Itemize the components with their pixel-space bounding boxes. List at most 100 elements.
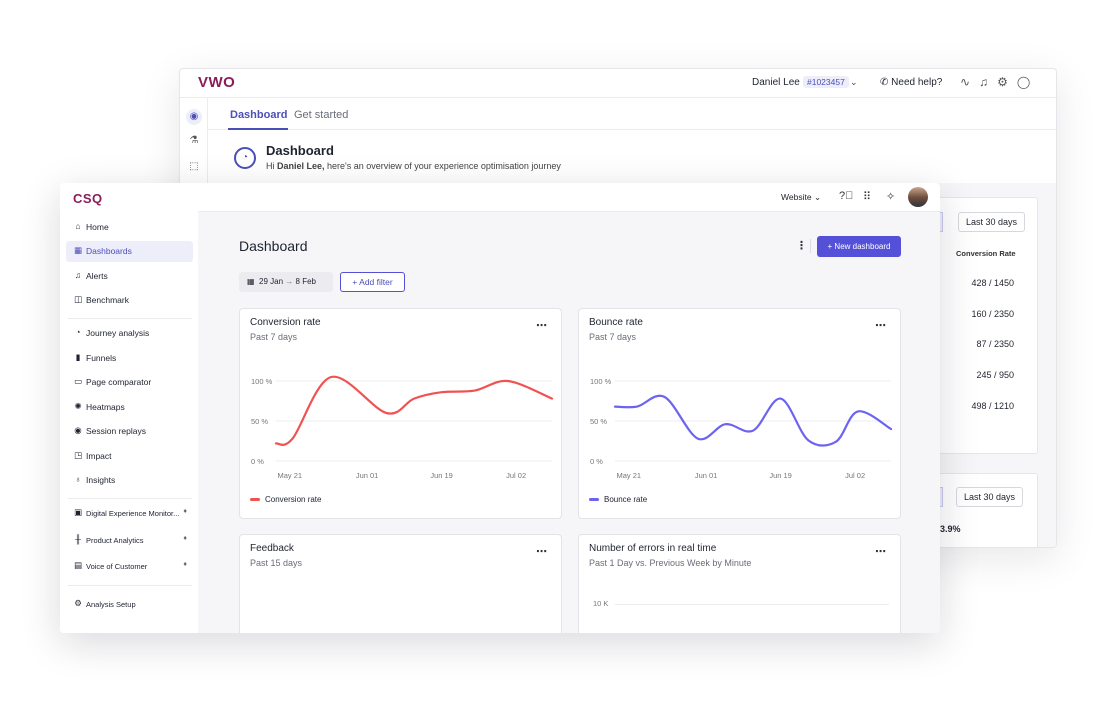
errors-card: Number of errors in real time Past 1 Day… — [578, 534, 901, 633]
apps-grid-icon[interactable]: ⠿ — [863, 191, 872, 203]
series-line — [274, 375, 554, 446]
activity-icon[interactable]: ∿ — [960, 75, 980, 89]
card-more-icon[interactable]: ⋯ — [536, 546, 547, 558]
chevron-down-icon[interactable]: ⌄ — [850, 77, 858, 87]
sidebar-item-benchmark[interactable]: ◫ Benchmark — [66, 290, 193, 311]
card-more-icon[interactable]: ⋯ — [875, 320, 886, 332]
page-title: Dashboard — [239, 238, 308, 254]
table-cell: 160 / 2350 — [971, 309, 1014, 319]
avatar[interactable] — [908, 187, 928, 207]
sidebar-item-product-analytics[interactable]: ╫ Product Analytics ♦ — [66, 530, 193, 551]
puzzle-icon[interactable]: ✧ — [886, 191, 896, 203]
sidebar-item-label: Alerts — [86, 271, 108, 281]
sidebar-item-home[interactable]: ⌂ Home — [66, 217, 193, 238]
website-selector[interactable]: Website ⌄ — [781, 192, 821, 203]
sidebar-divider — [68, 498, 192, 499]
dem-icon: ▣ — [73, 507, 83, 517]
sidebar-item-label: Dashboards — [86, 246, 132, 256]
premium-gem-icon: ♦ — [183, 508, 187, 515]
legend-swatch — [250, 498, 260, 502]
sidebar-item-dashboards[interactable]: ▦ Dashboards — [66, 241, 193, 262]
add-filter-button[interactable]: + Add filter — [340, 272, 405, 292]
card-more-icon[interactable]: ⋯ — [536, 320, 547, 332]
csq-sidebar: ⌂ Home ▦ Dashboards ♫ Alerts ◫ Benchmark ◔ Jo… — [60, 212, 198, 633]
card-more-icon[interactable]: ⋯ — [875, 546, 886, 558]
sidebar-item-label: Funnels — [86, 353, 117, 363]
sidebar-item-journey-analysis[interactable]: ◔ Journey analysis — [66, 323, 193, 344]
sidebar-item-analysis-setup[interactable]: ⚙ Analysis Setup — [66, 594, 193, 615]
sidebar-item-voice-of-customer[interactable]: ▤ Voice of Customer ♦ — [66, 556, 193, 577]
sidebar-item-label: Digital Experience Monitor... — [86, 509, 180, 518]
date-range-picker[interactable]: ▦ 29 Jan → 8 Feb — [239, 272, 333, 292]
x-tick-label: Jun 19 — [769, 471, 792, 480]
summary-percent: 3.9% — [940, 524, 961, 534]
table-cell: 498 / 1210 — [971, 401, 1014, 411]
dashboards-icon: ▦ — [73, 245, 83, 255]
sidebar-item-label: Session replays — [86, 426, 147, 436]
y-tick-label: 100 % — [590, 377, 612, 386]
y-tick-label: 0 % — [251, 457, 264, 466]
csq-logo[interactable]: CSQ — [73, 191, 103, 206]
range2-last-30-days[interactable]: Last 30 days — [956, 487, 1024, 507]
date-from: 29 Jan — [259, 277, 284, 286]
voc-icon: ▤ — [73, 560, 83, 570]
vwo-header: VWO Daniel Lee #1023457 ⌄ ✆ Need help? ∿… — [180, 69, 1056, 98]
sidebar-item-impact[interactable]: ◳ Impact — [66, 446, 193, 467]
gear-icon[interactable]: ⚙ — [997, 75, 1017, 89]
need-help-link[interactable]: ✆ Need help? — [880, 77, 943, 88]
sidebar-item-label: Analysis Setup — [86, 600, 136, 609]
sidebar-item-funnels[interactable]: ▮ Funnels — [66, 348, 193, 369]
benchmark-icon: ◫ — [73, 294, 83, 304]
premium-gem-icon: ♦ — [183, 561, 187, 568]
series-line — [613, 394, 893, 447]
y-tick-label: 50 % — [590, 417, 607, 426]
journey-icon: ◔ — [75, 327, 81, 337]
new-dashboard-button[interactable]: + New dashboard — [817, 236, 901, 257]
greeting-rest: here's an overview of your experience op… — [324, 161, 561, 171]
x-tick-label: May 21 — [277, 471, 302, 480]
sidebar-item-insights[interactable]: ♁ Insights — [66, 470, 193, 491]
sidebar-item-label: Voice of Customer — [86, 562, 148, 571]
analysis-setup-icon: ⚙ — [74, 598, 82, 608]
sidebar-item-label: Impact — [86, 451, 112, 461]
header-icons: ∿♫⚙◯ — [960, 75, 1039, 89]
dashboard-rail-icon[interactable]: ◉ — [186, 109, 202, 125]
session-replays-icon: ◉ — [74, 425, 82, 435]
legend-label: Conversion rate — [265, 495, 322, 504]
sidebar-item-alerts[interactable]: ♫ Alerts — [66, 266, 193, 287]
website-selector-label: Website — [781, 192, 812, 202]
help-icon[interactable]: ?⃝ — [839, 190, 854, 202]
sidebar-item-heatmaps[interactable]: ✺ Heatmaps — [66, 397, 193, 418]
sidebar-item-digital-experience-monitor[interactable]: ▣ Digital Experience Monitor... ♦ — [66, 503, 193, 524]
cursor-icon[interactable]: ⬚ — [189, 161, 199, 172]
table-cell: 245 / 950 — [976, 370, 1014, 380]
card-title: Number of errors in real time — [589, 543, 717, 554]
flask-icon[interactable]: ⚗ — [189, 135, 199, 146]
bell-icon[interactable]: ♫ — [979, 75, 998, 89]
range-last-30-days[interactable]: Last 30 days — [958, 212, 1026, 232]
sidebar-item-label: Page comparator — [86, 377, 152, 387]
sidebar-item-session-replays[interactable]: ◉ Session replays — [66, 421, 193, 442]
feedback-card: Feedback Past 15 days ⋯ — [239, 534, 562, 633]
card-subtitle: Past 15 days — [250, 558, 303, 568]
vwo-page-title: Dashboard — [266, 143, 334, 158]
tab-dashboard[interactable]: Dashboard — [230, 109, 288, 121]
card-title: Conversion rate — [250, 317, 321, 328]
bounce-rate-chart: 0 % 50 % 100 % May 21 Jun 01 Jun 19 Jul 02 — [590, 377, 893, 480]
y-tick-label: 0 % — [590, 457, 603, 466]
sidebar-item-page-comparator[interactable]: ▭ Page comparator — [66, 372, 193, 393]
user-name[interactable]: Daniel Lee — [752, 77, 800, 88]
active-tab-indicator — [228, 128, 288, 130]
sidebar-item-label: Journey analysis — [86, 328, 150, 338]
speedometer-icon: ◔ — [234, 147, 256, 169]
more-options-icon[interactable]: ⋮ — [796, 240, 807, 252]
csq-topbar: Website ⌄ ?⃝ ⠿ ✧ — [198, 183, 940, 212]
bell-icon: ♫ — [74, 270, 82, 280]
tab-get-started[interactable]: Get started — [294, 109, 349, 121]
x-tick-label: Jul 02 — [506, 471, 526, 480]
toolbar-divider — [810, 239, 811, 253]
x-tick-label: May 21 — [616, 471, 641, 480]
date-to: 8 Feb — [295, 277, 316, 286]
y-tick-label: 50 % — [251, 417, 268, 426]
profile-icon[interactable]: ◯ — [1016, 75, 1040, 89]
